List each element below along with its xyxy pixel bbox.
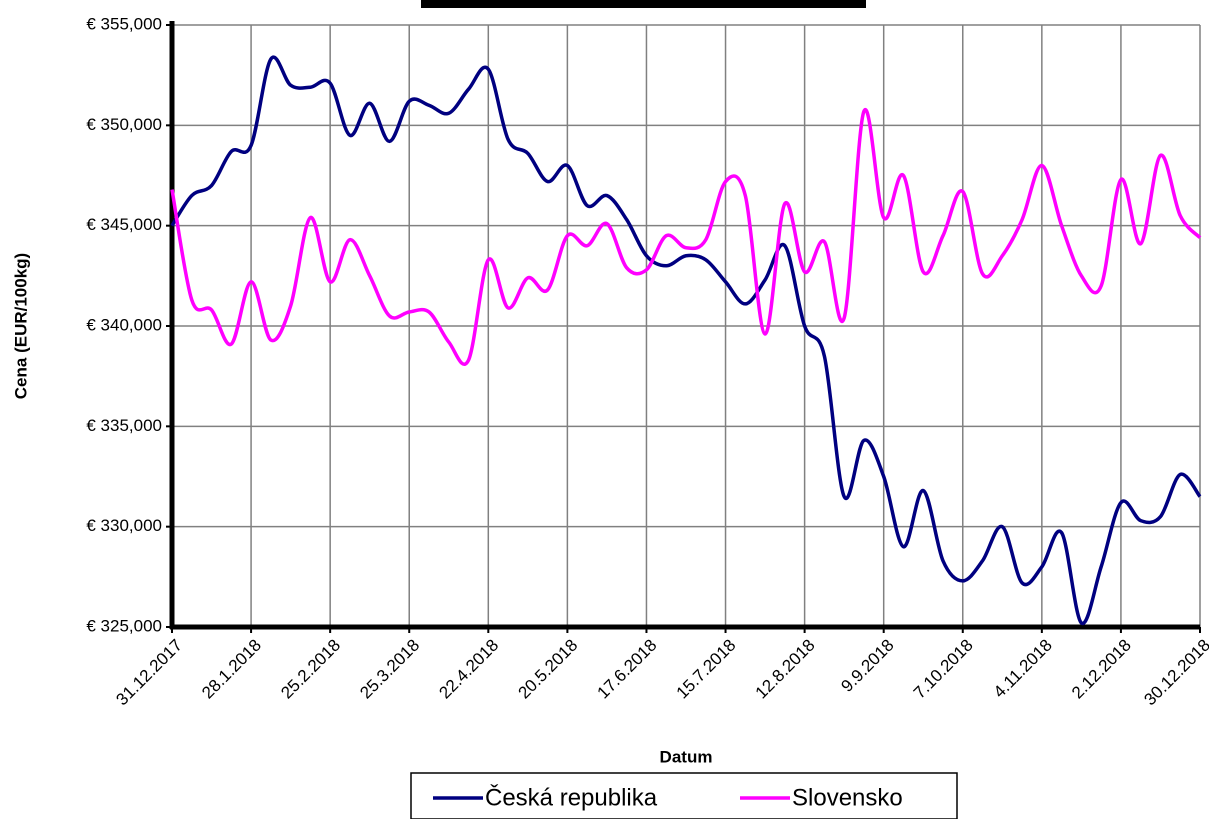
y-tick-label: € 355,000 — [86, 14, 162, 33]
x-tick-label: 28.1.2018 — [198, 636, 265, 703]
legend-label: Česká republika — [485, 783, 658, 811]
title-bar — [421, 0, 866, 8]
series-line — [170, 55, 1202, 625]
x-tick-label: 15.7.2018 — [673, 636, 740, 703]
y-tick-label: € 350,000 — [86, 115, 162, 134]
legend-label: Slovensko — [792, 784, 903, 811]
x-tick-label: 7.10.2018 — [910, 636, 977, 703]
x-tick-label: 30.12.2018 — [1140, 636, 1209, 710]
series-line — [170, 107, 1202, 366]
x-tick-label: 22.4.2018 — [435, 636, 502, 703]
legend-box — [410, 772, 958, 819]
y-tick-label: € 340,000 — [86, 315, 162, 334]
x-tick-label: 2.12.2018 — [1068, 636, 1135, 703]
x-tick-label: 25.2.2018 — [277, 636, 344, 703]
x-tick-label: 9.9.2018 — [837, 636, 897, 696]
x-tick-label: 20.5.2018 — [514, 636, 581, 703]
x-tick-label: 17.6.2018 — [594, 636, 661, 703]
y-axis-label: Cena (EUR/100kg) — [11, 253, 30, 399]
y-tick-label: € 335,000 — [86, 416, 162, 435]
x-axis-label: Datum — [660, 747, 713, 766]
x-tick-label: 12.8.2018 — [752, 636, 819, 703]
y-tick-label: € 325,000 — [86, 616, 162, 635]
y-tick-label: € 330,000 — [86, 516, 162, 535]
x-tick-label: 4.11.2018 — [990, 636, 1056, 702]
x-tick-label: 31.12.2017 — [112, 636, 186, 710]
y-tick-label: € 345,000 — [86, 215, 162, 234]
x-tick-label: 25.3.2018 — [356, 636, 423, 703]
